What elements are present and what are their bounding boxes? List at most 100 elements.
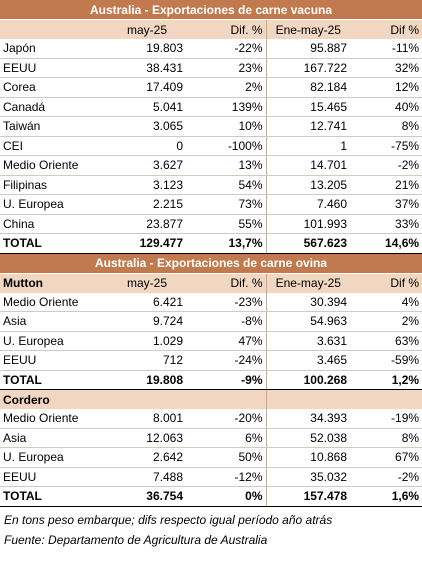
table-row: EEUU 7.488 -12% 35.032 -2%: [0, 467, 422, 487]
cell-label: Cordero: [0, 389, 108, 409]
cell-ene: 12.741: [265, 116, 350, 137]
cell-ene: 567.623: [265, 233, 350, 254]
cell-may: 8.001: [108, 409, 186, 429]
cell-dif1: 13,7%: [186, 233, 266, 254]
cell-dif2: -2%: [350, 467, 422, 487]
cell-ene: 35.032: [265, 467, 350, 487]
cell-dif2: -11%: [350, 39, 422, 59]
cell-label: CEI: [0, 136, 108, 156]
table-row: Asia 12.063 6% 52.038 8%: [0, 428, 422, 448]
cell-dif1: 47%: [186, 331, 266, 351]
cell-dif2: 4%: [350, 292, 422, 312]
cell-ene: 3.631: [265, 331, 350, 351]
cell-may: 9.724: [108, 311, 186, 332]
cell-label: Corea: [0, 77, 108, 98]
cell-label: U. Europea: [0, 194, 108, 215]
exports-table: Australia - Exportaciones de carne vacun…: [0, 0, 422, 507]
cell-dif2: 8%: [350, 116, 422, 137]
cell-dif1: 54%: [186, 175, 266, 195]
cell-may: 2.642: [108, 447, 186, 468]
cell-dif1: 23%: [186, 58, 266, 78]
beef-banner: Australia - Exportaciones de carne vacun…: [0, 0, 422, 20]
cell-dif2: -19%: [350, 409, 422, 429]
cell-ene: 54.963: [265, 311, 350, 332]
table-row: U. Europea 1.029 47% 3.631 63%: [0, 331, 422, 351]
table-notes: En tons peso embarque; difs respecto igu…: [0, 507, 422, 550]
cell-dif2: 2%: [350, 311, 422, 332]
cell-dif1: -9%: [186, 369, 266, 390]
cell-ene: 1: [265, 136, 350, 156]
cell-dif2: -75%: [350, 136, 422, 156]
cell-may: may-25: [108, 19, 186, 39]
section-title: Australia - Exportaciones de carne vacun…: [0, 0, 422, 20]
cell-ene: 167.722: [265, 58, 350, 78]
cell-may: 712: [108, 350, 186, 371]
cell-may: 5.041: [108, 97, 186, 117]
table-row: Filipinas 3.123 54% 13.205 21%: [0, 175, 422, 195]
cell-label: TOTAL: [0, 369, 108, 390]
cell-may: 3.065: [108, 116, 186, 137]
table-row: Taiwán 3.065 10% 12.741 8%: [0, 116, 422, 137]
cell-dif2: 14,6%: [350, 233, 422, 254]
cell-may: 2.215: [108, 194, 186, 215]
cell-dif2: 37%: [350, 194, 422, 215]
cell-may: 17.409: [108, 77, 186, 98]
cell-ene: 14.701: [265, 155, 350, 176]
cell-may: 36.754: [108, 486, 186, 507]
units-note: En tons peso embarque; difs respecto igu…: [4, 512, 333, 527]
cell-ene: 100.268: [265, 369, 350, 390]
cell-label: EEUU: [0, 467, 108, 487]
cell-dif2: 1,2%: [350, 369, 422, 390]
cell-dif2: 67%: [350, 447, 422, 468]
cell-dif1: 55%: [186, 214, 266, 234]
table-row: Medio Oriente 8.001 -20% 34.393 -19%: [0, 409, 422, 429]
cell-ene: Ene-may-25: [265, 19, 350, 39]
cell-ene: 82.184: [265, 77, 350, 98]
cell-ene: 13.205: [265, 175, 350, 195]
cell-dif2: Dif %: [350, 273, 422, 293]
cell-may: 7.488: [108, 467, 186, 487]
cell-ene: 101.993: [265, 214, 350, 234]
cell-label: Filipinas: [0, 175, 108, 195]
cell-dif1: -12%: [186, 467, 266, 487]
cell-label: TOTAL: [0, 486, 108, 507]
cell-label: EEUU: [0, 350, 108, 371]
cell-dif1: -8%: [186, 311, 266, 332]
table-row: Medio Oriente 3.627 13% 14.701 -2%: [0, 155, 422, 176]
cell-dif1: 2%: [186, 77, 266, 98]
cell-may: 23.877: [108, 214, 186, 234]
mutton-header-row: Mutton may-25 Dif. % Ene-may-25 Dif %: [0, 273, 422, 293]
cell-label: Mutton: [0, 273, 108, 293]
cell-label: Canadá: [0, 97, 108, 117]
beef-header-row: may-25 Dif. % Ene-may-25 Dif %: [0, 19, 422, 39]
section-title: Australia - Exportaciones de carne ovina: [0, 253, 422, 274]
cell-may: 19.808: [108, 369, 186, 390]
cell-ene: 15.465: [265, 97, 350, 117]
cell-may: 12.063: [108, 428, 186, 448]
table-row: EEUU 712 -24% 3.465 -59%: [0, 350, 422, 371]
cell-dif2: 63%: [350, 331, 422, 351]
cell-label: TOTAL: [0, 233, 108, 254]
table-row: CEI 0 -100% 1 -75%: [0, 136, 422, 156]
table-row: Canadá 5.041 139% 15.465 40%: [0, 97, 422, 117]
cell-dif2: [350, 389, 422, 409]
cell-ene: 7.460: [265, 194, 350, 215]
beef-total-row: TOTAL 129.477 13,7% 567.623 14,6%: [0, 233, 422, 254]
table-row: Japón 19.803 -22% 95.887 -11%: [0, 39, 422, 59]
table-row: Medio Oriente 6.421 -23% 30.394 4%: [0, 292, 422, 312]
cell-ene: 3.465: [265, 350, 350, 371]
cell-dif2: Dif %: [350, 19, 422, 39]
cell-may: 129.477: [108, 233, 186, 254]
cell-dif1: 10%: [186, 116, 266, 137]
cell-dif2: -59%: [350, 350, 422, 371]
cell-ene: 10.868: [265, 447, 350, 468]
cell-dif1: -20%: [186, 409, 266, 429]
cell-label: EEUU: [0, 58, 108, 78]
table-row: U. Europea 2.215 73% 7.460 37%: [0, 194, 422, 215]
cell-may: 38.431: [108, 58, 186, 78]
cell-label: Taiwán: [0, 116, 108, 137]
cell-dif2: -2%: [350, 155, 422, 176]
cell-ene: 30.394: [265, 292, 350, 312]
cell-dif1: Dif. %: [186, 19, 266, 39]
table-row: U. Europea 2.642 50% 10.868 67%: [0, 447, 422, 468]
